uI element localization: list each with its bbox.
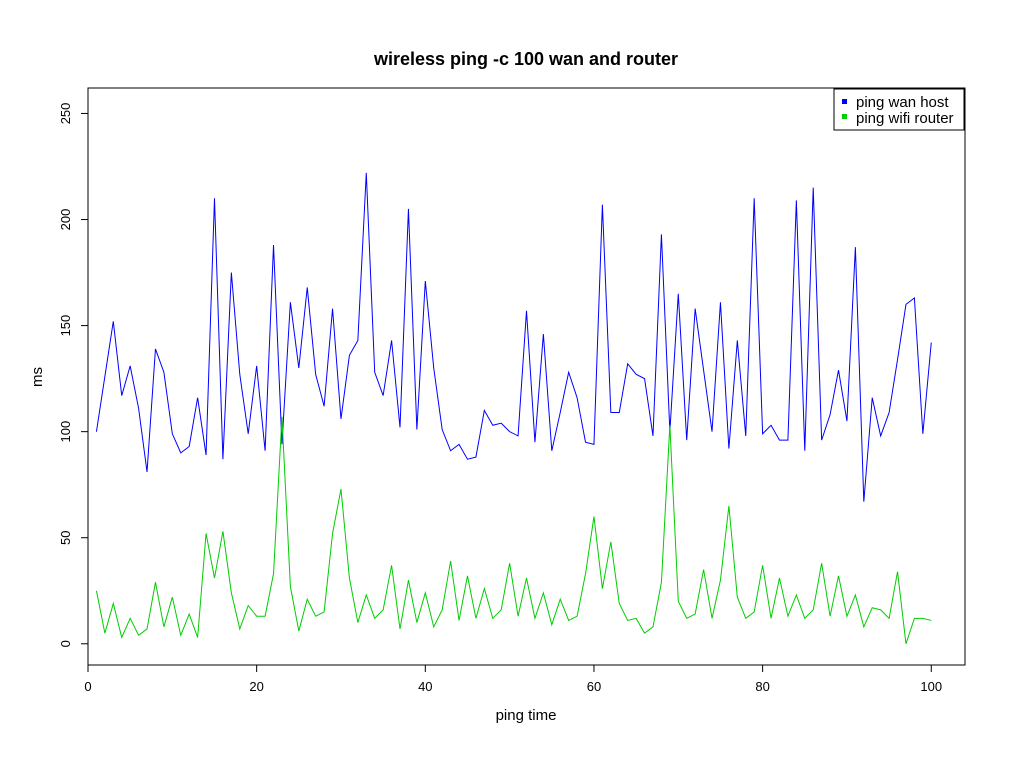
x-tick-label: 80 [755, 679, 769, 694]
chart-title: wireless ping -c 100 wan and router [373, 49, 678, 69]
y-tick-label: 150 [58, 315, 73, 337]
y-axis: 0 50 100 150 200 250 [58, 103, 89, 647]
y-tick-label: 250 [58, 103, 73, 125]
y-tick-label: 0 [58, 640, 73, 647]
series-line-wan-host [95, 172, 932, 502]
x-axis-label: ping time [496, 707, 557, 724]
legend-swatch-wan [842, 99, 847, 104]
y-tick-label: 100 [58, 421, 73, 443]
x-tick-label: 40 [418, 679, 432, 694]
series-line-wifi-router [95, 416, 932, 644]
series-lines [95, 172, 932, 644]
x-axis: 0 20 40 60 80 100 [84, 664, 942, 694]
y-tick-label: 200 [58, 209, 73, 231]
y-tick-label: 50 [58, 530, 73, 544]
x-tick-label: 100 [920, 679, 942, 694]
legend: ping wan host ping wifi router [833, 88, 965, 131]
legend-label-wifi: ping wifi router [856, 110, 954, 127]
y-axis-label: ms [29, 367, 46, 387]
legend-box [833, 88, 965, 131]
legend-label-wan: ping wan host [856, 94, 949, 111]
legend-swatch-wifi [842, 114, 847, 119]
x-tick-label: 20 [249, 679, 263, 694]
x-tick-label: 60 [587, 679, 601, 694]
x-tick-label: 0 [84, 679, 91, 694]
